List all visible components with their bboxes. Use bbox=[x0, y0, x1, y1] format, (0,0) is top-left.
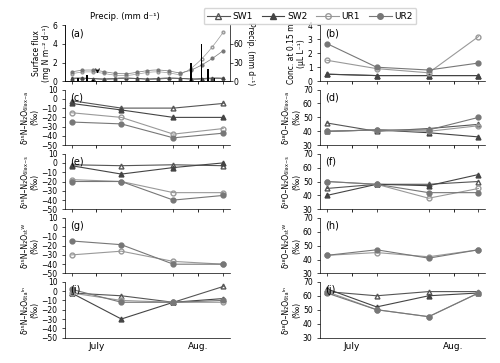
Y-axis label: Precip. (mm d⁻¹): Precip. (mm d⁻¹) bbox=[246, 22, 254, 85]
Bar bbox=[207, 69, 209, 81]
Y-axis label: δ¹⁸O–N₂O₆ₜₐᴵⁿ
(‰): δ¹⁸O–N₂O₆ₜₐᴵⁿ (‰) bbox=[282, 286, 302, 334]
Text: (g): (g) bbox=[70, 220, 84, 231]
Legend: SW1, SW2, UR1, UR2: SW1, SW2, UR1, UR2 bbox=[204, 8, 416, 24]
Y-axis label: Surface flux
(mg N m⁻² d⁻¹): Surface flux (mg N m⁻² d⁻¹) bbox=[32, 25, 51, 82]
Y-axis label: δ¹⁵N–N₂Oₛₜᵂ
(‰): δ¹⁵N–N₂Oₛₜᵂ (‰) bbox=[20, 223, 40, 268]
Text: (i): (i) bbox=[70, 285, 80, 295]
Y-axis label: δ¹⁵N–N₂O₆ₗₔₓ₋ₐ
(‰): δ¹⁵N–N₂O₆ₗₔₓ₋ₐ (‰) bbox=[20, 91, 40, 144]
Bar bbox=[200, 44, 202, 81]
Text: (h): (h) bbox=[325, 220, 339, 231]
Text: (c): (c) bbox=[70, 92, 83, 102]
Y-axis label: δ¹⁸O–N₂O₆ₗₔₓ₋ₐ
(‰): δ¹⁸O–N₂O₆ₗₔₓ₋ₐ (‰) bbox=[282, 91, 302, 144]
Y-axis label: δ¹⁵N–N₂O₆ₜₐᴵⁿ
(‰): δ¹⁵N–N₂O₆ₜₐᴵⁿ (‰) bbox=[20, 286, 40, 334]
Text: Precip. (mm d⁻¹): Precip. (mm d⁻¹) bbox=[90, 12, 160, 21]
Text: (d): (d) bbox=[325, 92, 339, 102]
Text: (f): (f) bbox=[325, 156, 336, 166]
Bar bbox=[86, 75, 88, 81]
Y-axis label: δ¹⁵N–N₂O₆ₗₔₓ₋ₛ
(‰): δ¹⁵N–N₂O₆ₗₔₓ₋ₛ (‰) bbox=[20, 155, 40, 208]
Text: (e): (e) bbox=[70, 156, 84, 166]
Bar bbox=[77, 78, 79, 81]
Text: (a): (a) bbox=[70, 28, 84, 38]
Y-axis label: δ¹⁸O–N₂Oₛₜᵂ
(‰): δ¹⁸O–N₂Oₛₜᵂ (‰) bbox=[282, 223, 302, 268]
Bar bbox=[190, 62, 192, 81]
Bar bbox=[92, 80, 94, 81]
Y-axis label: Conc. at 0.15 m
(μL L⁻¹): Conc. at 0.15 m (μL L⁻¹) bbox=[287, 23, 306, 83]
Bar bbox=[214, 78, 216, 81]
Text: (j): (j) bbox=[325, 285, 336, 295]
Text: (b): (b) bbox=[325, 28, 339, 38]
Y-axis label: δ¹⁸O–N₂O₆ₗₔₓ₋ₛ
(‰): δ¹⁸O–N₂O₆ₗₔₓ₋ₛ (‰) bbox=[282, 155, 302, 208]
